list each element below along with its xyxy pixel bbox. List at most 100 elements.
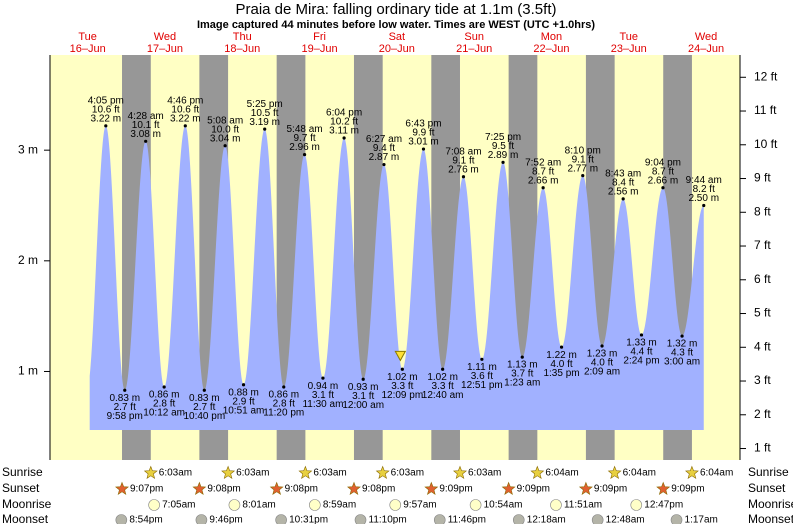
tide-time: 9:04 pm xyxy=(645,157,681,168)
tide-feet: 8.2 ft xyxy=(693,184,715,195)
moonset-time: 9:46pm xyxy=(209,515,242,524)
tide-point xyxy=(321,376,325,380)
day-name: Wed xyxy=(154,31,176,43)
tide-height: 0.88 m xyxy=(228,387,259,398)
day-name: Thu xyxy=(233,31,252,43)
day-name: Mon xyxy=(541,31,562,43)
tide-feet: 10.5 ft xyxy=(251,108,279,119)
tide-feet: 8.4 ft xyxy=(612,177,634,188)
tide-time: 12:40 am xyxy=(422,390,464,401)
tide-height: 3.19 m xyxy=(249,117,280,128)
y2-tick-label: 3 ft xyxy=(754,373,771,387)
moonrise-icon xyxy=(228,499,241,511)
y-tick-label: 2 m xyxy=(18,253,38,267)
tide-height: 1.13 m xyxy=(507,360,538,371)
sunrise-time: 6:04am xyxy=(623,468,656,479)
sunrise-time: 6:03am xyxy=(313,468,346,479)
tide-height: 1.32 m xyxy=(667,339,698,350)
tide-area xyxy=(89,125,704,430)
y2-tick-label: 12 ft xyxy=(754,69,778,83)
tide-point xyxy=(639,333,644,337)
y2-tick-label: 10 ft xyxy=(754,137,778,151)
tide-feet: 9.7 ft xyxy=(293,133,315,144)
moonrise-icon xyxy=(469,499,482,511)
moonset-icon xyxy=(670,514,683,524)
tide-time: 2:09 am xyxy=(584,367,620,378)
tide-point xyxy=(421,147,426,151)
tide-point xyxy=(559,345,564,349)
tide-feet: 3.6 ft xyxy=(471,371,493,382)
sun-icon xyxy=(221,465,236,479)
sunrise-time: 6:04am xyxy=(700,468,733,479)
tide-feet: 4.4 ft xyxy=(630,347,652,358)
tide-point xyxy=(541,186,545,190)
tide-time: 12:09 pm xyxy=(381,390,423,401)
tide-point xyxy=(282,385,286,389)
row-label: Moonrise xyxy=(748,497,793,511)
tide-time: 7:08 am xyxy=(445,146,481,157)
tide-point xyxy=(123,388,127,392)
day-name: Fri xyxy=(313,31,326,43)
moonset-icon xyxy=(354,514,367,524)
tide-feet: 9.5 ft xyxy=(492,141,514,152)
tide-time: 2:24 pm xyxy=(623,356,659,367)
tide-height: 1.23 m xyxy=(587,349,618,360)
tide-point xyxy=(621,197,625,201)
day-name: Tue xyxy=(78,31,97,43)
tide-point xyxy=(480,357,484,361)
moonrise-time: 12:47pm xyxy=(644,500,683,511)
tide-height: 1.11 m xyxy=(467,362,497,373)
sunrise-time: 6:03am xyxy=(391,468,424,479)
moonset-icon xyxy=(275,514,287,524)
tide-feet: 9.1 ft xyxy=(452,155,474,166)
tide-time: 5:48 am xyxy=(287,124,323,135)
y2-tick-label: 2 ft xyxy=(754,407,771,421)
moonrise-icon xyxy=(148,499,160,511)
tide-point xyxy=(520,355,524,359)
tide-time: 6:04 pm xyxy=(326,108,362,119)
tide-feet: 2.8 ft xyxy=(273,399,295,410)
tide-height: 3.01 m xyxy=(408,137,439,148)
day-date: 22–Jun xyxy=(533,43,569,55)
y2-tick-label: 1 ft xyxy=(754,441,771,455)
y2-tick-label: 11 ft xyxy=(754,103,777,117)
sunrise-time: 6:03am xyxy=(159,468,192,479)
tide-point xyxy=(501,160,505,164)
tide-feet: 3.1 ft xyxy=(352,391,374,402)
row-label: Sunrise xyxy=(748,465,789,479)
moonrise-icon xyxy=(309,499,321,511)
sunrise-time: 6:04am xyxy=(545,468,578,479)
tide-height: 1.02 m xyxy=(427,372,458,383)
tide-time: 9:58 pm xyxy=(107,411,143,422)
row-label: Sunrise xyxy=(2,465,43,479)
tide-feet: 4.0 ft xyxy=(591,358,613,369)
tide-height: 2.66 m xyxy=(648,175,679,186)
sun-icon xyxy=(269,481,284,495)
tide-feet: 3.3 ft xyxy=(432,381,454,392)
moonset-time: 8:54pm xyxy=(129,515,162,524)
tide-feet: 8.7 ft xyxy=(652,166,674,177)
tide-point xyxy=(144,139,148,143)
tide-height: 3.22 m xyxy=(91,113,122,124)
sun-icon xyxy=(143,465,158,479)
tide-feet: 9.4 ft xyxy=(373,143,395,154)
tide-feet: 10.1 ft xyxy=(132,120,160,131)
tide-feet: 8.7 ft xyxy=(532,166,554,177)
tide-height: 0.93 m xyxy=(348,382,379,393)
tide-time: 11:20 pm xyxy=(263,408,304,419)
moonrise-icon xyxy=(389,499,402,511)
day-date: 20–Jun xyxy=(379,43,415,55)
tide-time: 4:28 am xyxy=(128,111,164,122)
y2-tick-label: 8 ft xyxy=(754,204,771,218)
sunrise-time: 6:03am xyxy=(236,468,269,479)
tide-time: 10:40 pm xyxy=(183,411,225,422)
tide-point xyxy=(680,334,684,338)
tide-height: 0.86 m xyxy=(149,390,180,401)
tide-time: 1:23 am xyxy=(504,378,540,389)
sun-icon xyxy=(453,465,467,479)
tide-height: 3.04 m xyxy=(210,133,241,144)
sun-icon xyxy=(298,465,313,479)
tide-point xyxy=(600,344,604,348)
tide-point xyxy=(382,162,386,167)
